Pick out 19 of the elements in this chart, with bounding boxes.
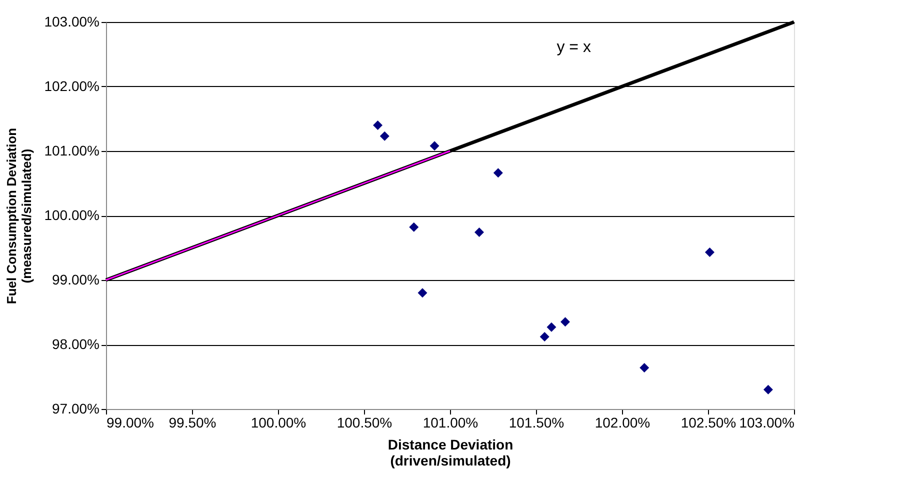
x-tick-label: 102.50% bbox=[680, 414, 736, 430]
x-tick-label: 103.00% bbox=[739, 414, 794, 430]
y-tick-label: 103.00% bbox=[44, 14, 100, 30]
y-tick-label: 99.00% bbox=[52, 272, 100, 288]
x-tick-label: 102.00% bbox=[594, 414, 650, 430]
y-tick-label: 101.00% bbox=[44, 142, 100, 158]
x-tick-label: 99.00% bbox=[106, 414, 154, 430]
x-tick-label: 101.50% bbox=[508, 414, 564, 430]
x-tick-label: 101.00% bbox=[422, 414, 478, 430]
y-axis-title: Fuel Consumption Deviation (measured/simulated) bbox=[4, 128, 34, 304]
x-tick-label: 100.50% bbox=[336, 414, 392, 430]
x-tick-label: 100.00% bbox=[250, 414, 306, 430]
x-axis-title: Distance Deviation (driven/simulated) bbox=[388, 436, 514, 468]
y-tick-label: 97.00% bbox=[52, 400, 100, 416]
y-tick-label: 102.00% bbox=[44, 78, 100, 94]
y-tick-label: 100.00% bbox=[44, 207, 100, 223]
x-tick-label: 99.50% bbox=[168, 414, 216, 430]
y-tick-label: 98.00% bbox=[52, 336, 100, 352]
annotation: y = x bbox=[556, 39, 591, 56]
